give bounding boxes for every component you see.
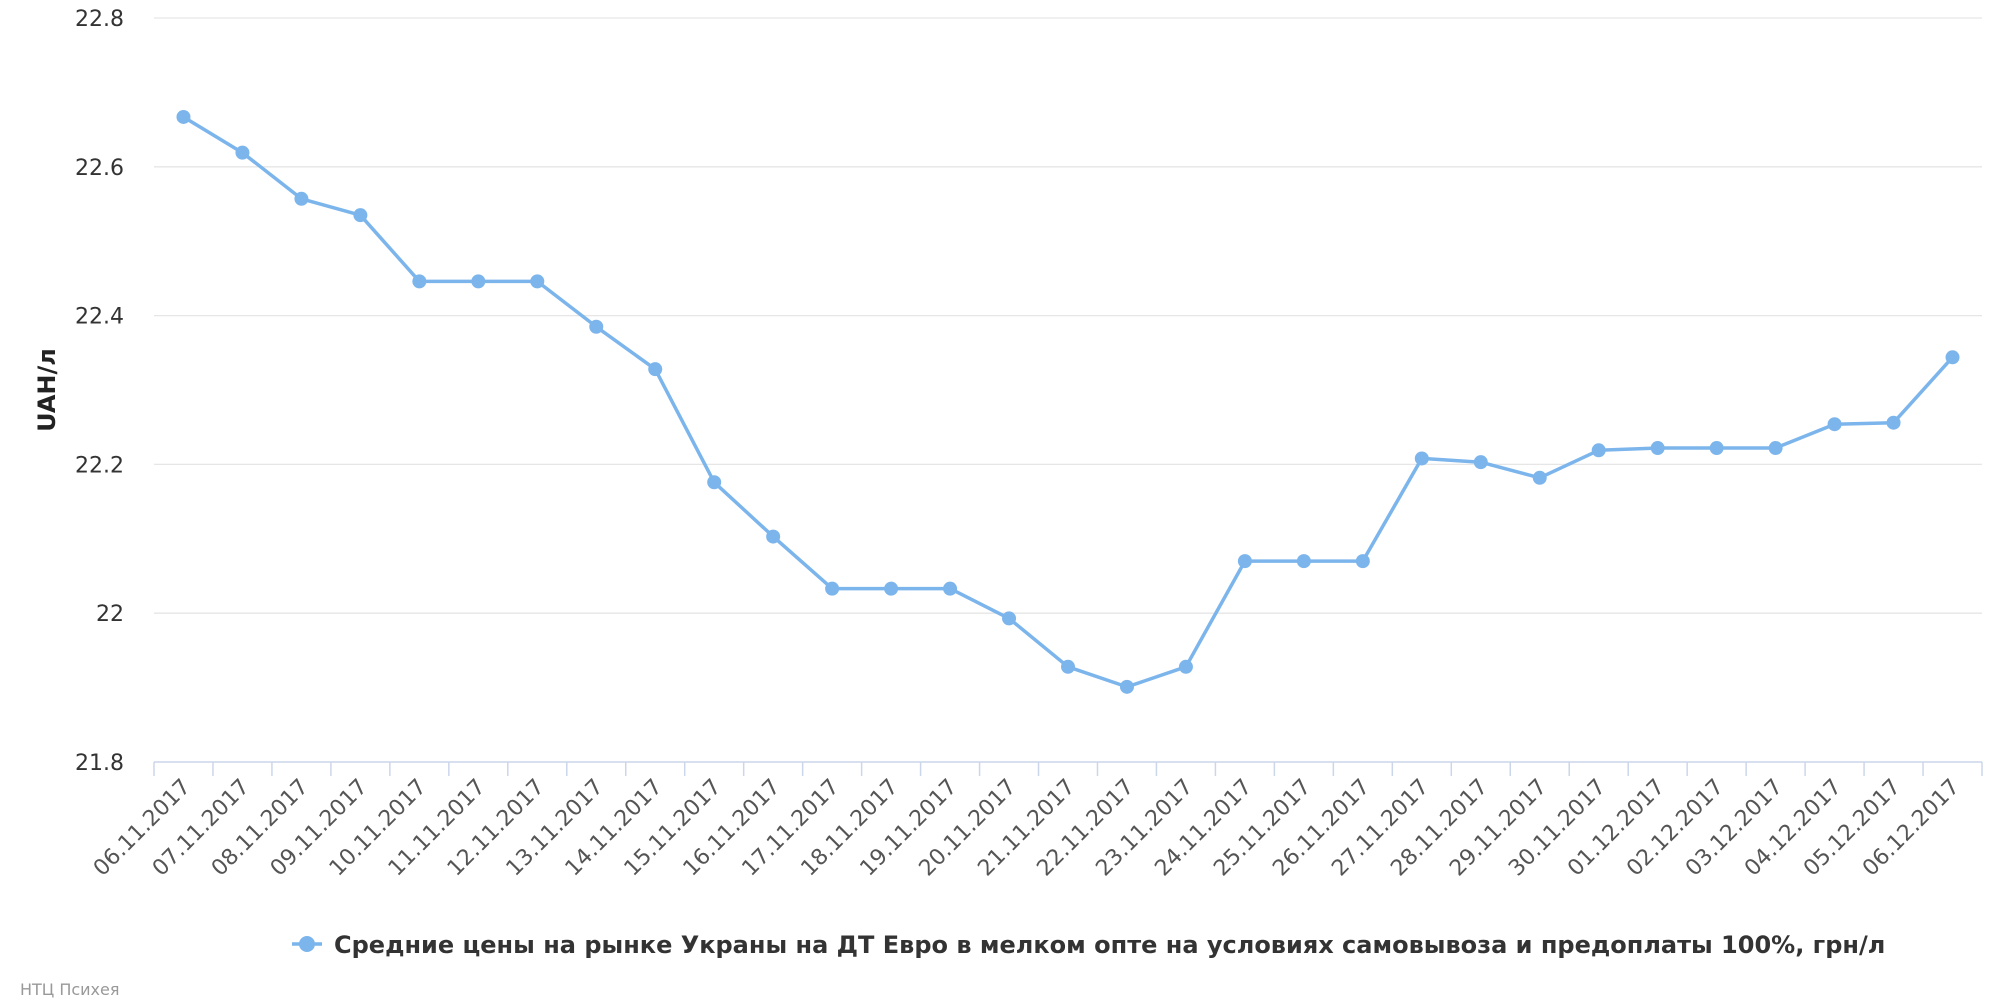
series-line [181,115,1955,689]
data-point[interactable] [648,362,663,377]
credits-text[interactable]: НТЦ Психея [20,980,119,999]
data-point[interactable] [1886,415,1901,430]
x-axis-ticks [153,762,1983,776]
legend-dot-marker [299,936,315,952]
data-point[interactable] [1178,659,1193,674]
legend-label: Средние цены на рынке Украны на ДТ Евро … [334,931,1885,959]
data-point[interactable] [1650,441,1665,456]
y-tick-label: 22.8 [75,7,124,32]
data-point[interactable] [1591,443,1606,458]
data-point[interactable] [1355,554,1370,569]
data-point[interactable] [1061,659,1075,674]
data-point[interactable] [825,581,840,596]
data-point[interactable] [176,109,191,124]
data-point[interactable] [1237,554,1252,569]
data-point[interactable] [353,208,368,223]
y-axis-title: UAH/л [33,348,61,432]
data-point[interactable] [1002,611,1017,626]
series-points [176,109,1960,694]
data-point[interactable] [707,475,722,490]
data-point[interactable] [235,145,250,160]
data-point[interactable] [766,529,781,544]
data-point[interactable] [471,274,486,289]
x-axis-tick-labels: 06.11.201707.11.201708.11.201709.11.2017… [89,775,1965,882]
y-tick-label: 21.8 [75,751,124,776]
y-tick-label: 22 [96,602,124,627]
data-point[interactable] [530,274,545,289]
data-point[interactable] [1296,554,1311,569]
y-tick-label: 22.4 [75,305,124,330]
grid-lines [154,17,1982,614]
data-point[interactable] [884,581,899,596]
data-point[interactable] [1768,441,1783,456]
y-tick-label: 22.2 [75,453,124,478]
data-point[interactable] [1473,455,1488,470]
data-point[interactable] [294,191,309,206]
data-point[interactable] [589,319,604,334]
legend[interactable]: Средние цены на рынке Украны на ДТ Евро … [292,931,1885,959]
data-point[interactable] [1827,417,1842,432]
data-point[interactable] [1414,451,1429,466]
data-point[interactable] [943,581,958,596]
data-point[interactable] [1119,679,1134,694]
data-point[interactable] [1709,441,1724,456]
data-point[interactable] [1532,470,1547,485]
y-axis-tick-labels: 21.8 22 22.2 22.4 22.6 22.8 [75,7,124,776]
y-tick-label: 22.6 [75,156,124,181]
data-point[interactable] [1945,350,1960,365]
data-point[interactable] [412,274,427,289]
